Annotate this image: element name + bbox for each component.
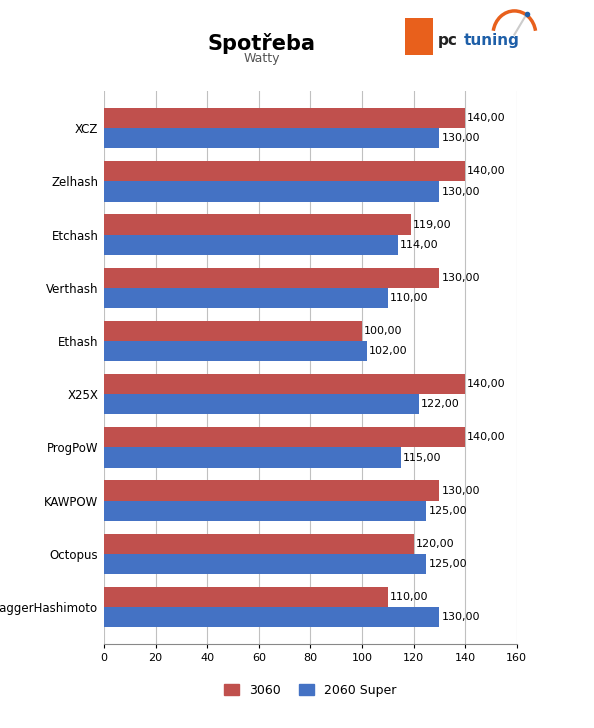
Legend: 3060, 2060 Super: 3060, 2060 Super	[219, 678, 402, 702]
Text: 140,00: 140,00	[467, 166, 506, 176]
Bar	[104, 395, 419, 414]
Text: tuning: tuning	[463, 33, 520, 47]
Bar	[104, 181, 440, 202]
Bar	[104, 321, 362, 341]
Bar	[104, 234, 398, 255]
Bar	[104, 128, 440, 149]
Bar	[104, 427, 465, 448]
Text: 120,00: 120,00	[416, 539, 454, 549]
Bar	[104, 161, 465, 181]
Bar	[104, 448, 401, 467]
Bar	[104, 554, 426, 574]
Bar	[104, 374, 465, 395]
Text: 102,00: 102,00	[369, 346, 408, 356]
Text: 125,00: 125,00	[428, 559, 467, 569]
Bar	[104, 480, 440, 501]
Text: 125,00: 125,00	[428, 506, 467, 515]
Bar	[104, 587, 388, 607]
Text: 130,00: 130,00	[441, 273, 480, 282]
Bar	[104, 215, 411, 234]
Text: Watty: Watty	[243, 52, 280, 66]
Text: 140,00: 140,00	[467, 379, 506, 389]
Text: 140,00: 140,00	[467, 432, 506, 443]
Text: 140,00: 140,00	[467, 113, 506, 123]
Bar	[104, 534, 413, 554]
FancyBboxPatch shape	[405, 18, 434, 55]
Text: 130,00: 130,00	[441, 612, 480, 622]
Bar	[104, 607, 440, 628]
Text: 115,00: 115,00	[403, 453, 441, 462]
Bar	[104, 288, 388, 308]
Text: 110,00: 110,00	[390, 592, 428, 602]
Text: pc: pc	[438, 33, 457, 47]
Bar	[104, 268, 440, 288]
Bar	[104, 501, 426, 521]
Text: Spotřeba: Spotřeba	[207, 33, 315, 54]
Text: 114,00: 114,00	[400, 240, 439, 250]
Text: 122,00: 122,00	[421, 400, 460, 409]
Text: 130,00: 130,00	[441, 133, 480, 143]
Bar	[104, 108, 465, 128]
Text: 110,00: 110,00	[390, 293, 428, 303]
Text: 100,00: 100,00	[364, 326, 403, 336]
Bar	[104, 341, 367, 361]
Text: 130,00: 130,00	[441, 486, 480, 496]
Text: 130,00: 130,00	[441, 186, 480, 197]
Text: 119,00: 119,00	[413, 220, 451, 229]
